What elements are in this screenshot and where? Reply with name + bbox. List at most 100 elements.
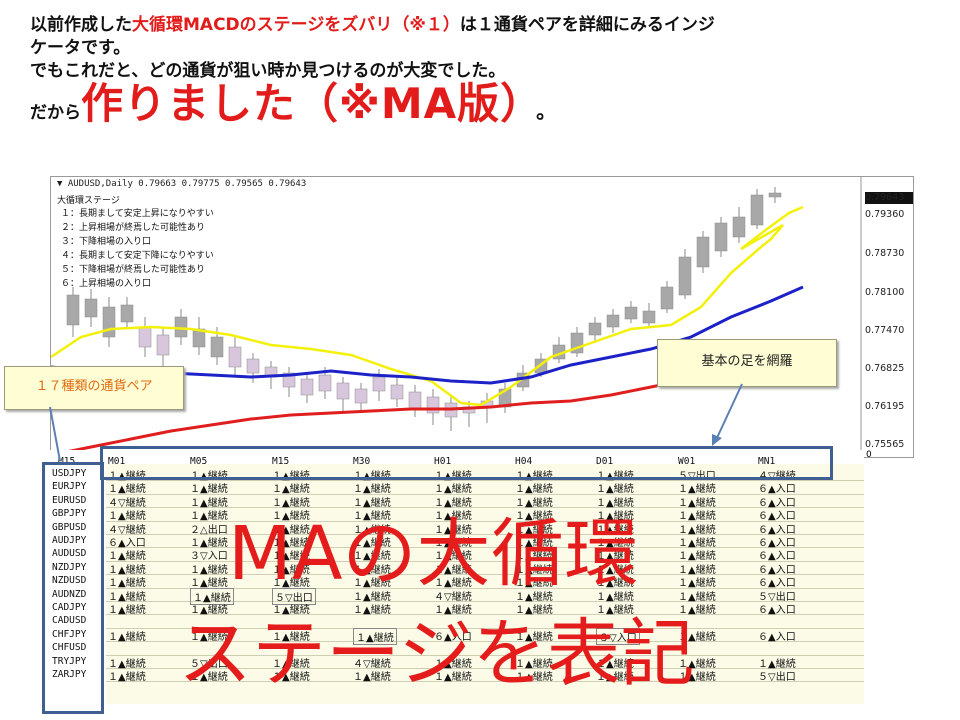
candle-body (660, 286, 674, 310)
stage-cell: １▲継続 (272, 551, 310, 563)
stage-cell: １▲継続 (353, 672, 391, 683)
table-row-divider (106, 641, 864, 643)
stage-cell: １▲継続 (190, 497, 228, 509)
price-label: 0.76825 (865, 363, 905, 374)
table-row-divider (106, 480, 864, 482)
ma-short-line (51, 205, 804, 407)
pair-label-chfjpy: CHFJPY (52, 628, 87, 640)
callout-pointer (49, 406, 61, 462)
stage-cell: １▲継続 (678, 524, 716, 536)
pair-label-tryjpy: TRYJPY (52, 655, 87, 667)
stage-cell: １▲継続 (190, 578, 228, 590)
stage-cell: １▲継続 (353, 627, 397, 645)
stage-cell: ６▲入口 (758, 631, 796, 643)
stage-cell: １▲継続 (596, 672, 634, 683)
timeframe-header-m05: M05 (190, 456, 208, 467)
stage-cell: ３▽入口 (596, 627, 640, 645)
stage-cell: １▲継続 (190, 605, 228, 616)
stage-cell: １▲継続 (272, 631, 310, 643)
stage-cell: １▲継続 (515, 564, 553, 576)
callout-pairs: １７種類の通貨ペア (4, 366, 184, 410)
stage-legend-item: ４：長期まして安定下降になりやすい (61, 251, 214, 261)
stage-cell: １▲継続 (596, 484, 634, 496)
stage-cell: ６▲入口 (758, 497, 796, 509)
stage-cell: １▲継続 (678, 631, 716, 643)
stage-legend-item: ５：下降相場が終焉した可能性あり (61, 265, 206, 275)
stage-cell: １▲継続 (272, 524, 310, 536)
stage-cell: １▲継続 (353, 471, 391, 482)
stage-cell: １▲継続 (434, 511, 472, 523)
stage-cell: ６▲入口 (758, 484, 796, 496)
chart-symbol-info: ▼ AUDUSD,Daily 0.79663 0.79775 0.79565 0… (57, 179, 307, 189)
pair-label-cadjpy: CADJPY (52, 602, 87, 613)
candle-body (678, 256, 692, 296)
stage-cell: ４▽継続 (758, 471, 796, 482)
candle-body (66, 294, 80, 326)
stage-legend-item: １：長期まして安定上昇になりやすい (61, 209, 214, 219)
stage-cell: ４▽継続 (108, 497, 146, 509)
stage-cell: １▲継続 (190, 564, 228, 576)
stage-cell: ６▲入口 (434, 631, 472, 643)
stage-cell: １▲継続 (190, 484, 228, 496)
candle-body (696, 236, 710, 268)
candle-body (318, 374, 332, 392)
stage-cell: １▲継続 (353, 497, 391, 509)
table-corner-label: M15 (58, 456, 76, 467)
stage-cell: １▲継続 (272, 672, 310, 683)
candle-body (138, 326, 152, 348)
stage-cell: １▲継続 (596, 564, 634, 576)
stage-cell: １▲継続 (434, 538, 472, 549)
stage-cell: １▲継続 (353, 551, 391, 563)
candle-body (102, 306, 116, 338)
candle-body (372, 376, 386, 392)
subwindow-zero-label: 0 (866, 450, 872, 460)
stage-legend-item: ３：下降相場の入り口 (61, 237, 152, 247)
stage-cell: １▲継続 (434, 484, 472, 496)
stage-cell: ５▽出口 (758, 591, 796, 603)
stage-cell: １▲継続 (108, 658, 146, 670)
stage-cell: １▲継続 (515, 497, 553, 509)
timeframe-header-frame (100, 446, 833, 480)
candle-body (732, 216, 746, 238)
stage-cell: １▲継続 (353, 484, 391, 496)
intro-line1-a: 以前作成した (30, 15, 132, 35)
stage-cell: １▲継続 (515, 471, 553, 482)
stage-cell: ６▲入口 (758, 564, 796, 576)
candle-body (228, 346, 242, 368)
table-row-divider (106, 627, 864, 629)
stage-cell: １▲継続 (272, 605, 310, 616)
stage-cell: １▲継続 (108, 672, 146, 683)
stage-cell: １▲継続 (596, 511, 634, 523)
stage-cell: ４▽継続 (434, 591, 472, 603)
pair-column-frame (42, 462, 104, 714)
candle-body (84, 298, 98, 318)
stage-cell: １▲継続 (678, 591, 716, 603)
candle-body (300, 378, 314, 396)
price-chart[interactable]: ▼ AUDUSD,Daily 0.79663 0.79775 0.79565 0… (50, 176, 914, 458)
stage-cell: １▲継続 (353, 591, 391, 603)
stage-cell: １▲継続 (596, 471, 634, 482)
price-label: 0.75565 (865, 439, 905, 450)
price-label: 0.78100 (865, 287, 905, 298)
candle-body (120, 304, 134, 323)
timeframe-header-m30: M30 (353, 456, 371, 467)
stage-cell: １▲継続 (515, 484, 553, 496)
stage-cell: １▲継続 (678, 672, 716, 683)
candle-body (426, 396, 440, 414)
stage-cell: １▲継続 (434, 551, 472, 563)
table-row-divider (106, 507, 864, 509)
pair-label-gbpjpy: GBPJPY (52, 508, 87, 520)
pair-label-cadusd: CADUSD (52, 615, 87, 627)
table-row-divider (106, 601, 864, 602)
stage-table-panel: 0 M15 M01 M05 M15 M30 H01 H04 D01 W01 MN1 USDJPY １… (50, 450, 872, 712)
pair-label-audusd: AUDUSD (52, 548, 87, 560)
stage-cell: １▲継続 (678, 484, 716, 496)
stage-cell: １▲継続 (758, 658, 796, 670)
timeframe-header-h04: H04 (515, 456, 533, 467)
stage-cell: １▲継続 (272, 564, 310, 576)
stage-cell: １▲継続 (434, 497, 472, 509)
table-row-divider (106, 574, 864, 576)
stage-cell: １▲継続 (434, 578, 472, 590)
timeframe-header-d01: D01 (596, 456, 614, 467)
callout-timeframes: 基本の足を網羅 (657, 339, 837, 387)
